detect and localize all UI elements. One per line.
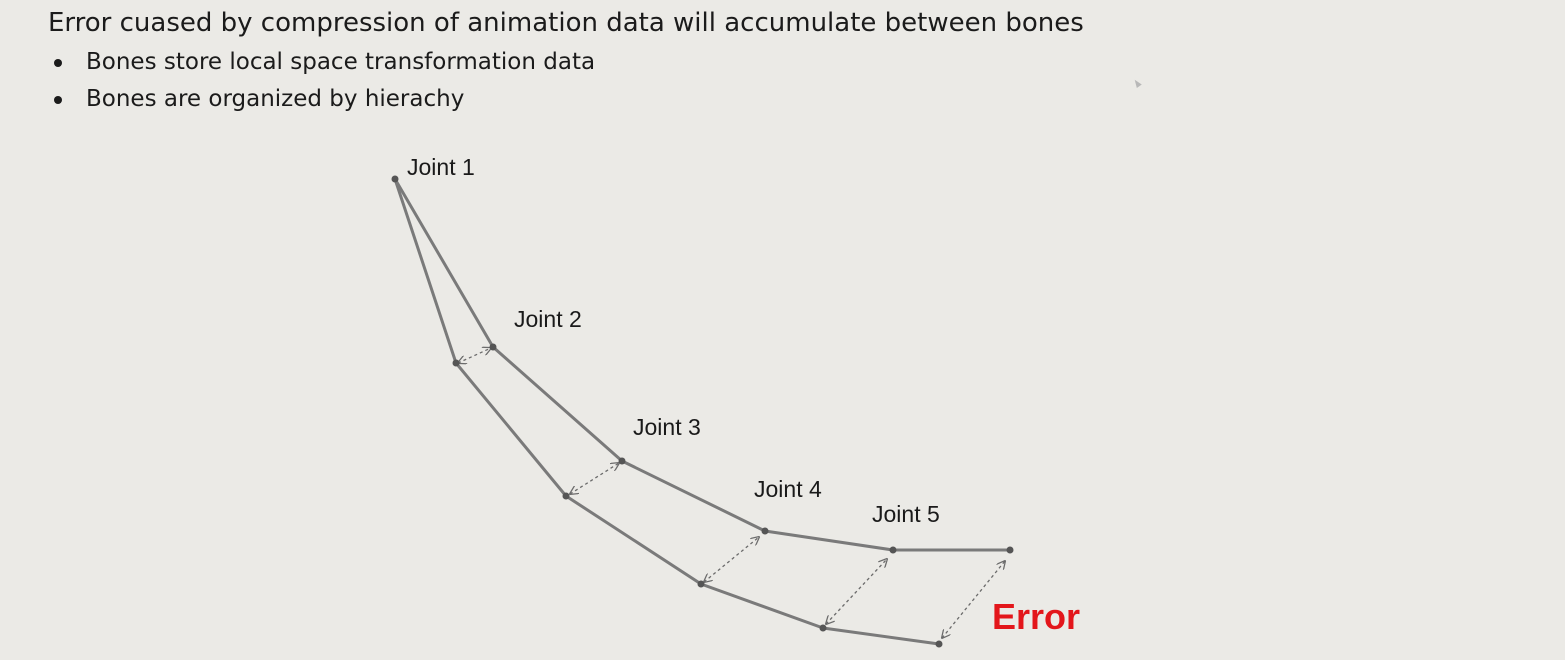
joint-3-dot: [618, 457, 626, 465]
original-bone-chain: [393, 177, 1012, 552]
bullet-list: Bones store local space transformation d…: [48, 44, 595, 118]
joint-1-dot: [391, 175, 399, 183]
error-arrow: [826, 559, 887, 624]
error-arrow: [458, 348, 491, 363]
bullet-text: Bones are organized by hierachy: [86, 86, 465, 112]
joint-4-dot: [761, 527, 769, 535]
error-arrow: [570, 463, 619, 494]
joint-2-dot: [489, 343, 497, 351]
joint-5-dot: [889, 546, 897, 554]
bullet-dot-icon: [54, 59, 62, 67]
compressed-joint-dot: [452, 359, 460, 367]
bullet-item: Bones store local space transformation d…: [48, 44, 595, 81]
compressed-joint-dot: [697, 580, 705, 588]
compressed-bone-chain: [393, 177, 941, 646]
compressed-joint-dot: [562, 492, 570, 500]
bullet-item: Bones are organized by hierachy: [48, 81, 595, 118]
end-effector-dot: [1006, 546, 1014, 554]
joint-5-label: Joint 5: [872, 501, 940, 527]
bullet-dot-icon: [54, 96, 62, 104]
joint-4-label: Joint 4: [754, 476, 822, 502]
error-label: Error: [992, 596, 1080, 637]
slide-title: Error cuased by compression of animation…: [48, 8, 1084, 38]
error-arrow: [704, 537, 759, 582]
bullet-text: Bones store local space transformation d…: [86, 49, 596, 75]
joint-1-label: Joint 1: [407, 154, 475, 180]
error-arrow: [942, 561, 1005, 638]
joint-3-label: Joint 3: [633, 414, 701, 440]
compressed-joint-dot: [935, 640, 943, 648]
joint-2-label: Joint 2: [514, 306, 582, 332]
compressed-joint-dot: [819, 624, 827, 632]
